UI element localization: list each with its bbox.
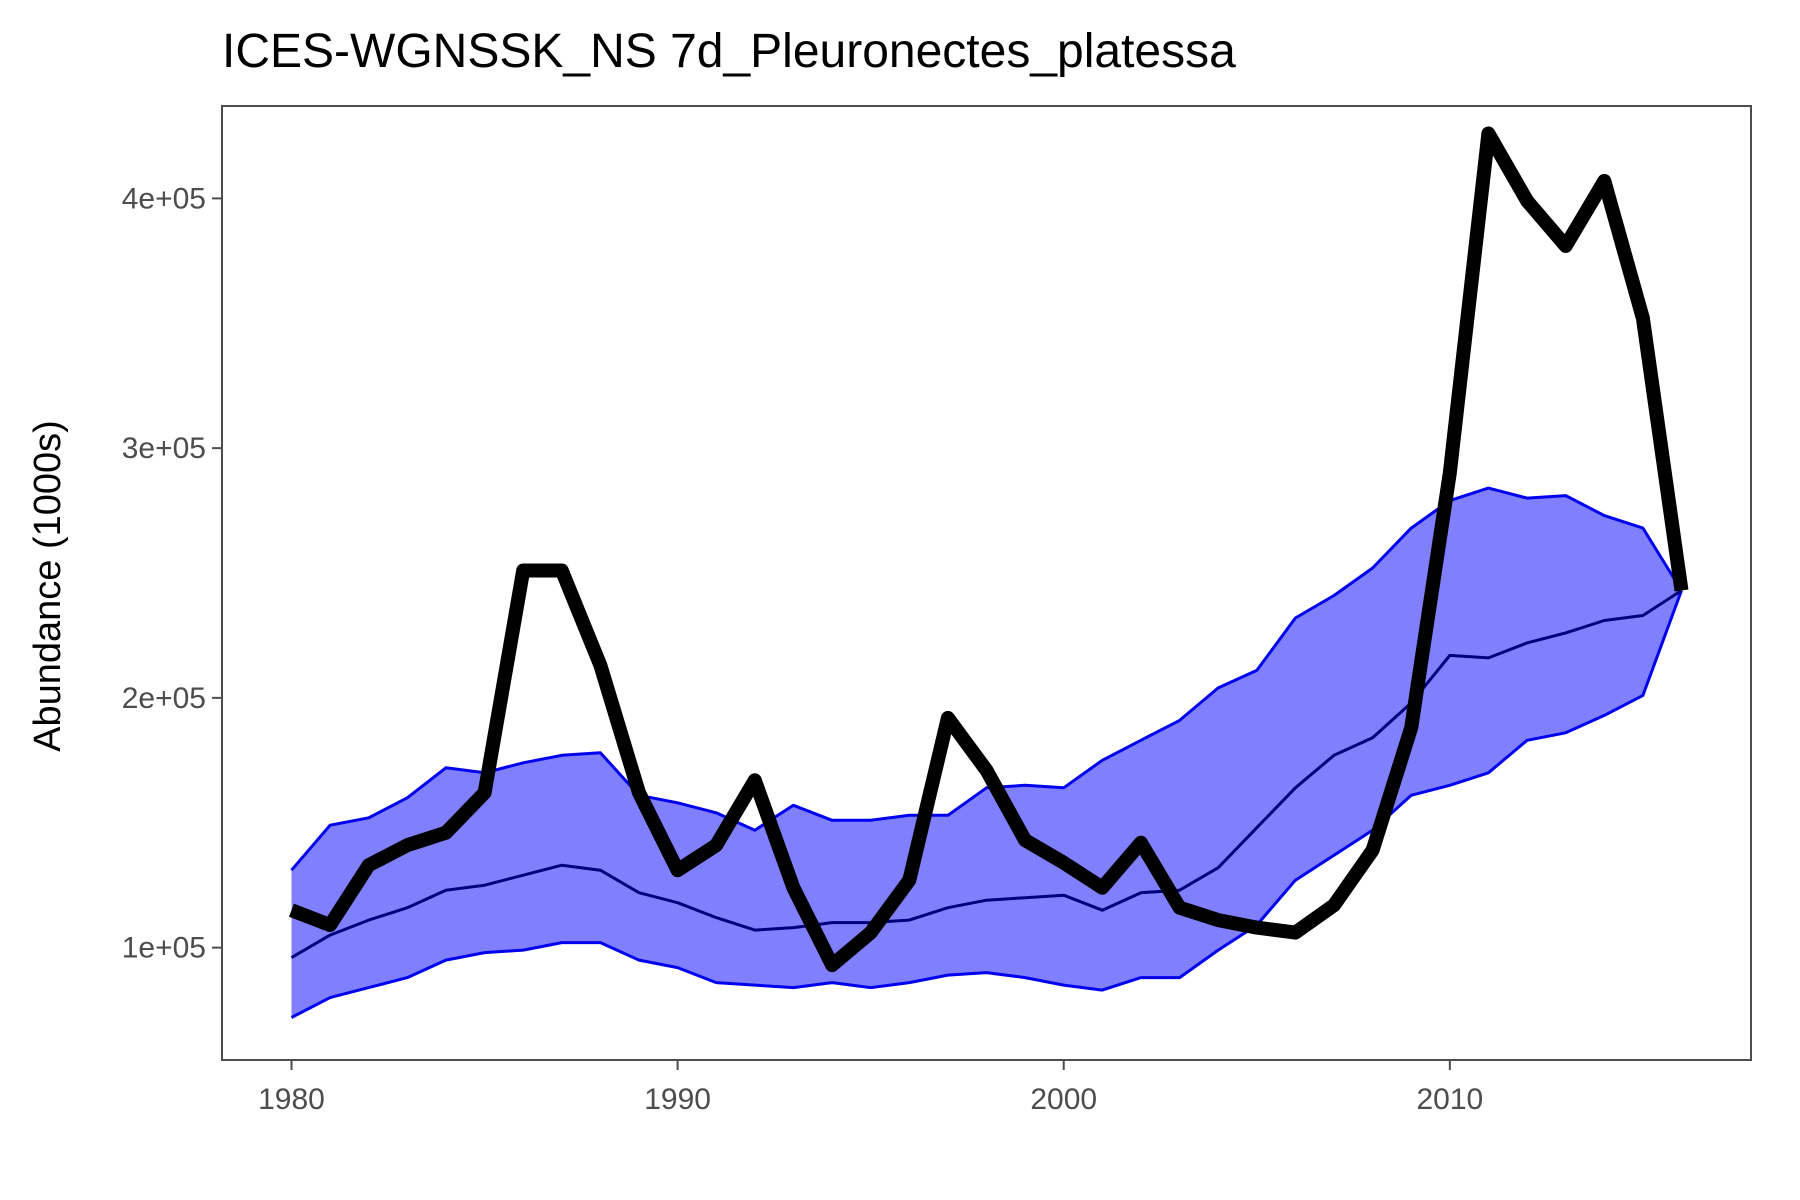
x-tick-label-2010: 2010	[1416, 1083, 1483, 1116]
y-axis-label: Abundance (1000s)	[27, 420, 69, 752]
band-area	[291, 488, 1682, 1018]
band-lower-line	[290, 589, 1683, 1019]
x-tick-label-1980: 1980	[258, 1083, 325, 1116]
axes: 1980 1990 2000 2010 1e+05 2e+05 3e+05 4e+05	[122, 182, 1483, 1116]
plot-area	[288, 126, 1689, 1019]
y-tick-label-200000: 2e+05	[122, 682, 206, 715]
y-tick-label-400000: 4e+05	[122, 182, 206, 215]
x-tick-label-2000: 2000	[1030, 1083, 1097, 1116]
observed-line	[288, 126, 1689, 973]
median-line	[290, 589, 1683, 959]
y-tick-label-100000: 1e+05	[122, 932, 206, 965]
y-tick-label-300000: 3e+05	[122, 432, 206, 465]
x-tick-label-1990: 1990	[644, 1083, 711, 1116]
chart-title: ICES-WGNSSK_NS 7d_Pleuronectes_platessa	[222, 25, 1236, 78]
panel-border	[221, 105, 1752, 1061]
